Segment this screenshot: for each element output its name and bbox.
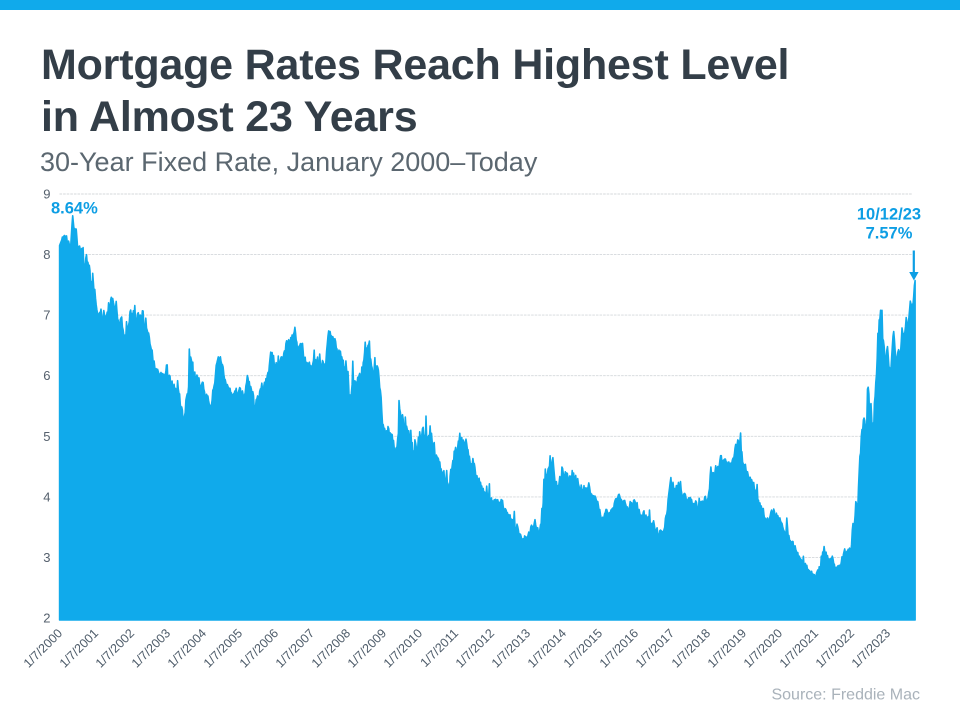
- svg-text:6: 6: [43, 368, 50, 383]
- svg-text:1/7/2021: 1/7/2021: [777, 626, 821, 670]
- svg-text:1/7/2000: 1/7/2000: [21, 626, 65, 670]
- svg-text:1/7/2018: 1/7/2018: [669, 626, 713, 670]
- svg-text:1/7/2006: 1/7/2006: [237, 626, 281, 670]
- svg-text:9: 9: [43, 187, 50, 202]
- svg-text:Source: Freddie Mac: Source: Freddie Mac: [771, 687, 920, 704]
- svg-text:10/12/23: 10/12/23: [857, 206, 921, 224]
- svg-text:1/7/2014: 1/7/2014: [525, 626, 569, 670]
- svg-text:1/7/2002: 1/7/2002: [93, 626, 137, 670]
- svg-text:4: 4: [43, 489, 50, 504]
- svg-text:1/7/2007: 1/7/2007: [273, 626, 317, 670]
- svg-text:2: 2: [43, 611, 50, 626]
- svg-text:1/7/2004: 1/7/2004: [165, 626, 209, 670]
- svg-text:1/7/2010: 1/7/2010: [381, 626, 425, 670]
- svg-text:1/7/2022: 1/7/2022: [813, 626, 857, 670]
- svg-text:1/7/2020: 1/7/2020: [741, 626, 785, 670]
- svg-text:7: 7: [43, 308, 50, 323]
- svg-text:3: 3: [43, 550, 50, 565]
- svg-text:1/7/2005: 1/7/2005: [201, 626, 245, 670]
- svg-text:1/7/2012: 1/7/2012: [453, 626, 497, 670]
- svg-text:1/7/2003: 1/7/2003: [129, 626, 173, 670]
- svg-text:1/7/2023: 1/7/2023: [849, 626, 893, 670]
- svg-text:1/7/2009: 1/7/2009: [345, 626, 389, 670]
- svg-text:1/7/2013: 1/7/2013: [489, 626, 533, 670]
- svg-text:7.57%: 7.57%: [866, 225, 913, 243]
- svg-text:1/7/2016: 1/7/2016: [597, 626, 641, 670]
- svg-text:1/7/2008: 1/7/2008: [309, 626, 353, 670]
- svg-text:8: 8: [43, 247, 50, 262]
- svg-text:1/7/2015: 1/7/2015: [561, 626, 605, 670]
- svg-text:1/7/2017: 1/7/2017: [633, 626, 677, 670]
- svg-text:5: 5: [43, 429, 50, 444]
- svg-text:1/7/2001: 1/7/2001: [57, 626, 101, 670]
- svg-text:1/7/2019: 1/7/2019: [705, 626, 749, 670]
- svg-text:8.64%: 8.64%: [51, 200, 98, 218]
